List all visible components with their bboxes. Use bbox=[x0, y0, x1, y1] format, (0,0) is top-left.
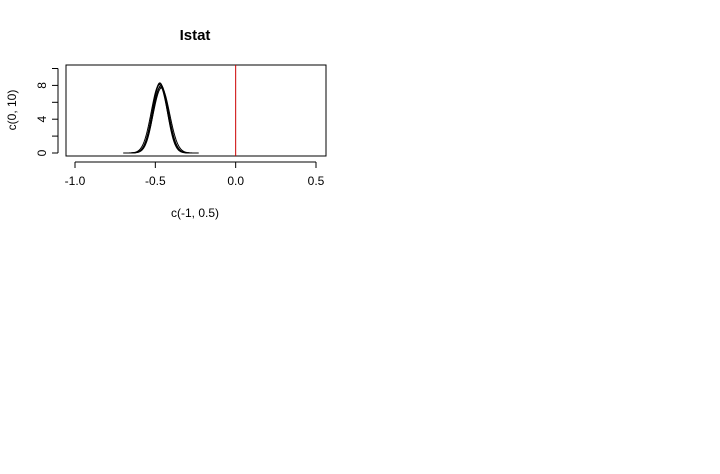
plot-box bbox=[65, 64, 327, 157]
density-curve-2 bbox=[129, 84, 196, 154]
x-tick-label: 0.5 bbox=[308, 174, 325, 188]
x-tick-label: 0.0 bbox=[227, 174, 244, 188]
x-tick-label: -1.0 bbox=[65, 174, 86, 188]
y-axis: 0 4 8 bbox=[35, 68, 59, 156]
density-curves bbox=[123, 82, 199, 154]
density-curve-6 bbox=[131, 87, 194, 154]
x-axis-label: c(-1, 0.5) bbox=[171, 206, 219, 220]
y-tick-label: 4 bbox=[35, 116, 49, 123]
chart-title: Istat bbox=[180, 27, 211, 44]
y-axis-label: c(0, 10) bbox=[5, 90, 19, 131]
x-tick-label: -0.5 bbox=[145, 174, 166, 188]
x-axis: -1.0 -0.5 0.0 0.5 bbox=[65, 161, 325, 188]
density-curve-4 bbox=[128, 86, 199, 154]
y-tick-label: 8 bbox=[35, 82, 49, 89]
y-tick-label: 0 bbox=[35, 149, 49, 156]
